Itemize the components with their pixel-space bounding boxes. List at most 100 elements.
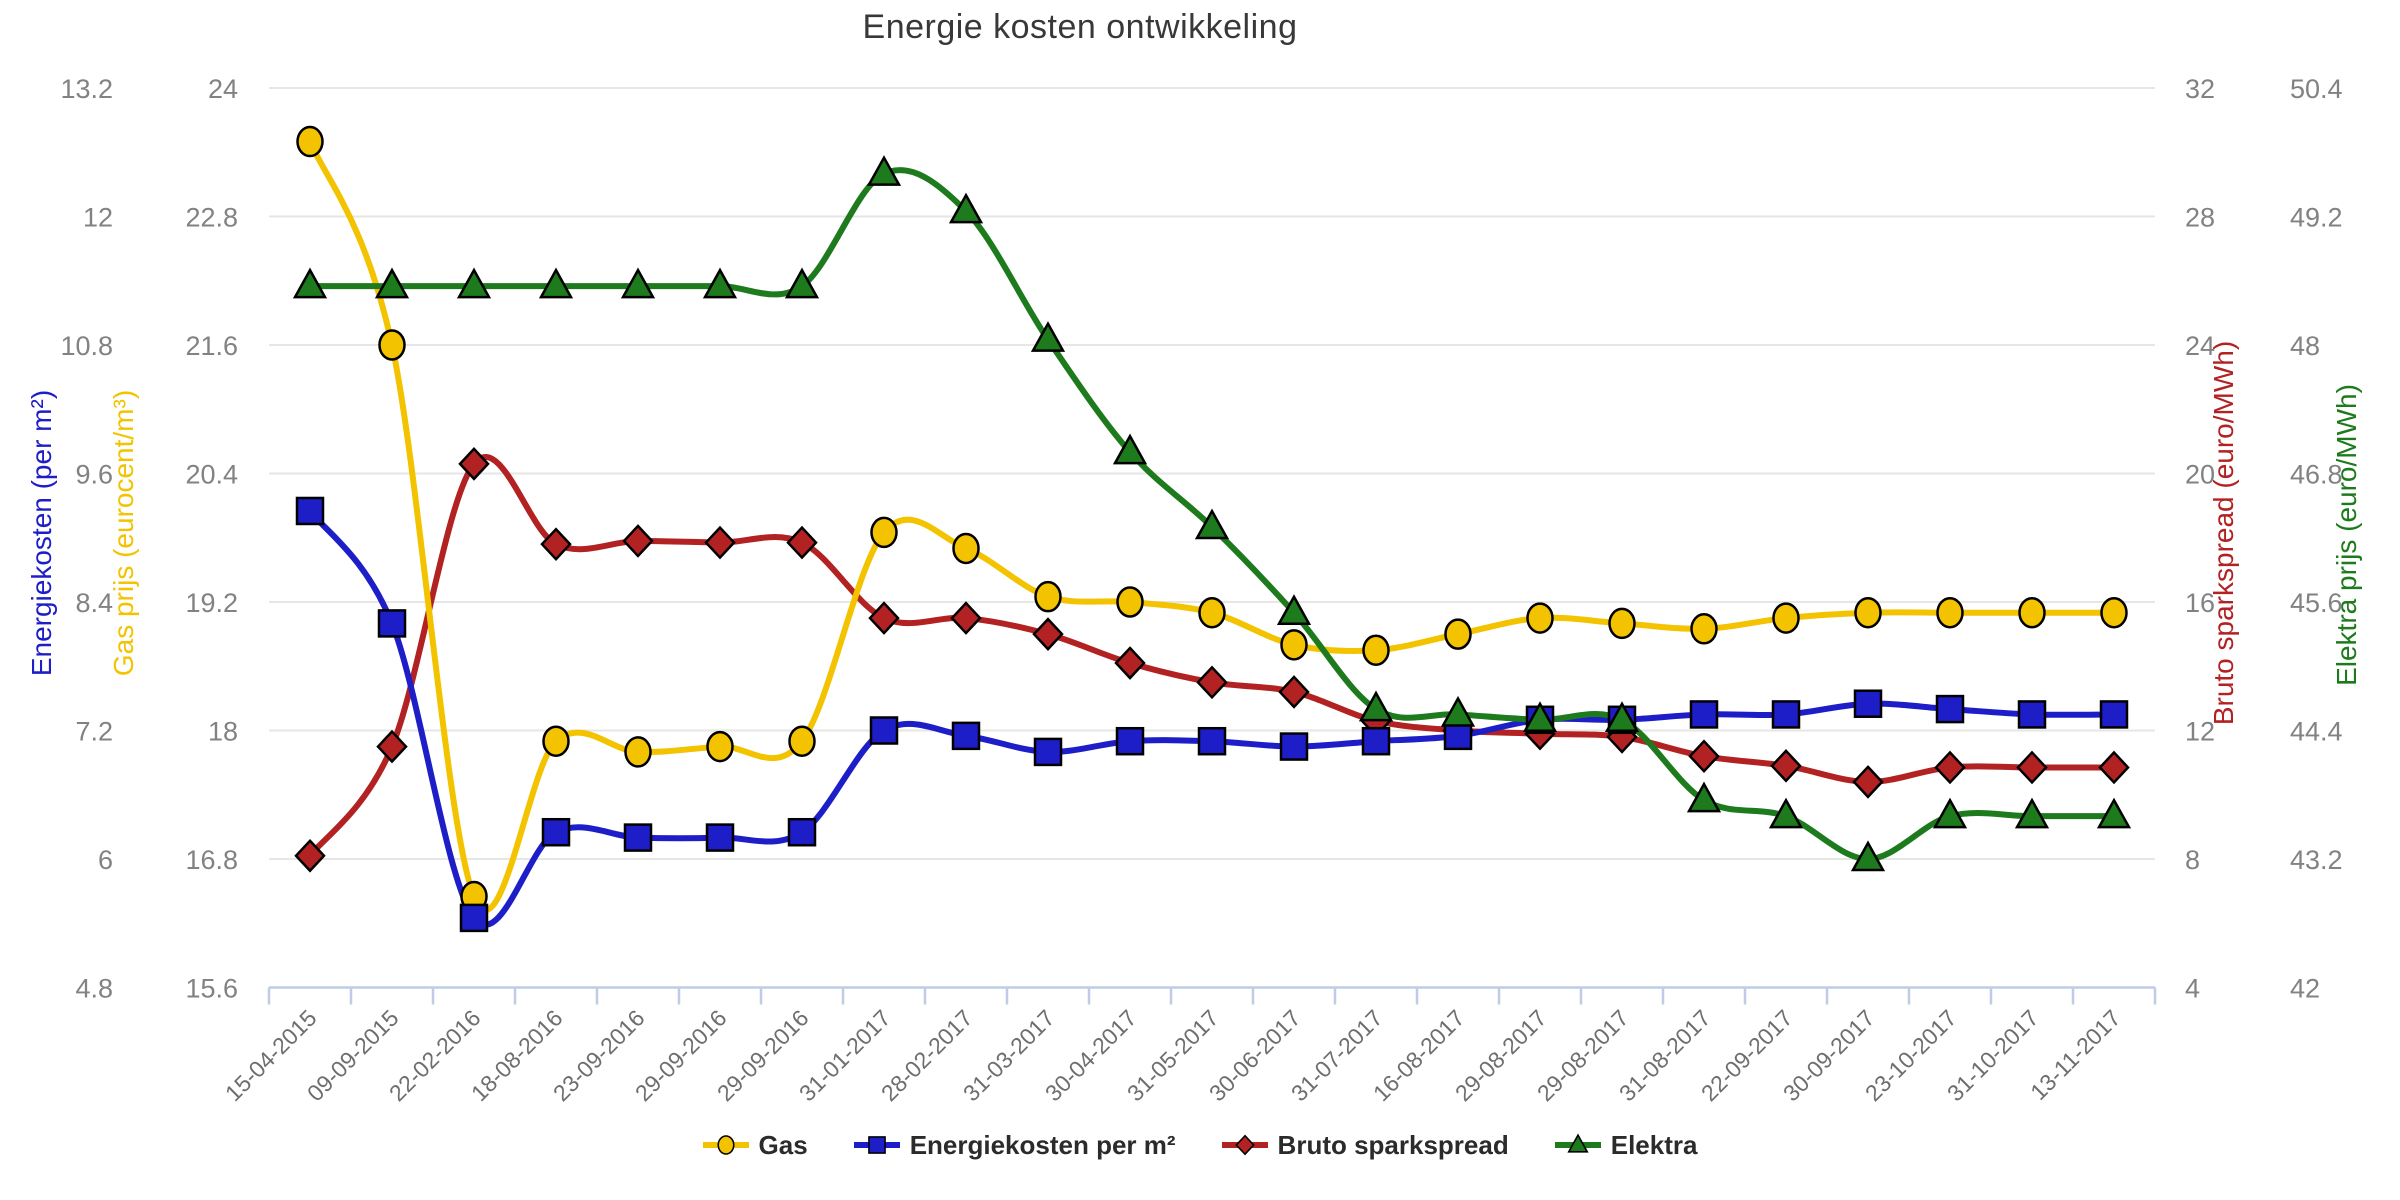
y-tick-label: 45.6: [2290, 588, 2343, 618]
y-tick-label: 24: [208, 74, 238, 104]
y-tick-label: 43.2: [2290, 845, 2343, 875]
diamond-marker-icon: [1221, 1134, 1268, 1156]
series-marker-triangle: [1686, 781, 1722, 813]
y-tick-label: 8: [2185, 845, 2200, 875]
series-marker-diamond: [786, 525, 818, 560]
series-marker-square: [1361, 726, 1391, 756]
series-marker-triangle: [620, 267, 656, 299]
legend-item-elektra[interactable]: Elektra: [1554, 1128, 1698, 1162]
series-marker-circle: [1198, 596, 1226, 629]
series-marker-triangle: [1030, 321, 1066, 352]
series-marker-circle: [1280, 629, 1308, 661]
y-tick-label: 42: [2290, 974, 2320, 1004]
y-tick-label: 4.8: [75, 974, 113, 1004]
series-marker-diamond: [1114, 646, 1146, 680]
series-marker-triangle: [1358, 690, 1394, 722]
y-tick-label: 10.8: [60, 331, 113, 361]
series-marker-triangle: [702, 267, 738, 299]
series-marker-diamond: [704, 525, 736, 560]
series-marker-diamond: [458, 447, 490, 481]
series-marker-circle: [1116, 586, 1144, 618]
legend-label: Elektra: [1610, 1129, 1698, 1160]
series-marker-triangle: [538, 267, 574, 299]
series-marker-triangle: [2014, 797, 2050, 829]
series-marker-square: [1853, 689, 1883, 718]
y-tick-label: 22.8: [185, 203, 238, 233]
series-marker-diamond: [1852, 765, 1884, 799]
series-marker-square: [1771, 700, 1801, 729]
series-marker-triangle: [784, 267, 820, 299]
triangle-marker-icon: [1554, 1133, 1601, 1153]
series-marker-diamond: [1032, 617, 1064, 651]
series-marker-circle: [2018, 596, 2046, 629]
y-tick-label: 20: [2185, 460, 2215, 490]
legend-item-energiekosten-per-m-[interactable]: Energiekosten per m²: [853, 1128, 1176, 1162]
series-marker-circle: [1526, 602, 1554, 634]
series-marker-circle: [1772, 602, 1800, 634]
series-marker-square: [1115, 726, 1145, 756]
y-tick-label: 7.2: [75, 717, 113, 747]
series-marker-circle: [1854, 596, 1882, 629]
series-marker-triangle: [1768, 797, 1804, 829]
series-marker-triangle: [1276, 594, 1312, 625]
series-marker-triangle: [1194, 508, 1230, 540]
series-marker-square: [1197, 726, 1227, 756]
y-tick-label: 46.8: [2290, 460, 2343, 490]
y-tick-label: 48: [2290, 331, 2320, 361]
series-marker-diamond: [868, 601, 900, 635]
series-marker-square: [1935, 694, 1965, 724]
series-marker-circle: [1690, 613, 1718, 645]
series-marker-square: [2099, 700, 2129, 729]
y-tick-label: 21.6: [185, 331, 238, 361]
y-tick-label: 13.2: [60, 74, 113, 104]
series-marker-diamond: [1278, 675, 1310, 709]
series-marker-diamond: [1934, 750, 1966, 785]
series-marker-triangle: [1522, 701, 1558, 733]
legend-label: Bruto sparkspread: [1277, 1129, 1509, 1160]
series-marker-square: [377, 609, 407, 638]
series-marker-circle: [1444, 618, 1472, 650]
y-tick-label: 18: [208, 717, 238, 747]
y-tick-label: 19.2: [185, 588, 238, 618]
series-marker-diamond: [1770, 749, 1802, 783]
series-marker-square: [295, 496, 325, 526]
series-marker-circle: [624, 736, 652, 768]
series-marker-circle: [1608, 607, 1636, 640]
series-line-energiekosten-per-m-: [307, 507, 2117, 928]
series-marker-square: [1279, 732, 1309, 761]
series-marker-diamond: [540, 527, 572, 562]
y-tick-label: 9.6: [75, 460, 113, 490]
series-marker-diamond: [376, 729, 408, 764]
y-tick-label: 50.4: [2290, 74, 2343, 104]
series-marker-triangle: [1932, 797, 1968, 829]
series-marker-circle: [1362, 634, 1390, 666]
series-marker-triangle: [866, 155, 902, 186]
chart-title: Energie kosten ontwikkeling: [862, 8, 1298, 46]
series-marker-triangle: [948, 192, 984, 224]
series-marker-circle: [788, 725, 816, 757]
x-tick-label: 13-11-2017: [2025, 1005, 2125, 1105]
y-tick-label: 49.2: [2290, 203, 2343, 233]
legend-item-gas[interactable]: Gas: [702, 1128, 808, 1162]
series-marker-diamond: [1196, 665, 1228, 700]
y-tick-label: 16: [2185, 588, 2215, 618]
series-marker-square: [541, 817, 571, 847]
series-marker-circle: [1936, 596, 1964, 629]
series-marker-square: [2017, 700, 2047, 729]
legend-label: Energiekosten per m²: [909, 1129, 1176, 1160]
series-marker-triangle: [1850, 840, 1886, 872]
square-marker-icon: [853, 1136, 900, 1154]
y-tick-label: 4: [2185, 974, 2200, 1004]
series-marker-square: [951, 721, 981, 751]
series-marker-circle: [706, 730, 734, 763]
y-tick-label: 44.4: [2290, 717, 2343, 747]
series-marker-triangle: [2096, 797, 2132, 829]
legend-label: Gas: [758, 1129, 808, 1160]
series-marker-diamond: [622, 524, 654, 558]
series-marker-circle: [296, 125, 324, 158]
series-marker-square: [787, 817, 817, 847]
series-marker-triangle: [1112, 433, 1148, 465]
legend-item-bruto-sparkspread[interactable]: Bruto sparkspread: [1221, 1128, 1509, 1162]
